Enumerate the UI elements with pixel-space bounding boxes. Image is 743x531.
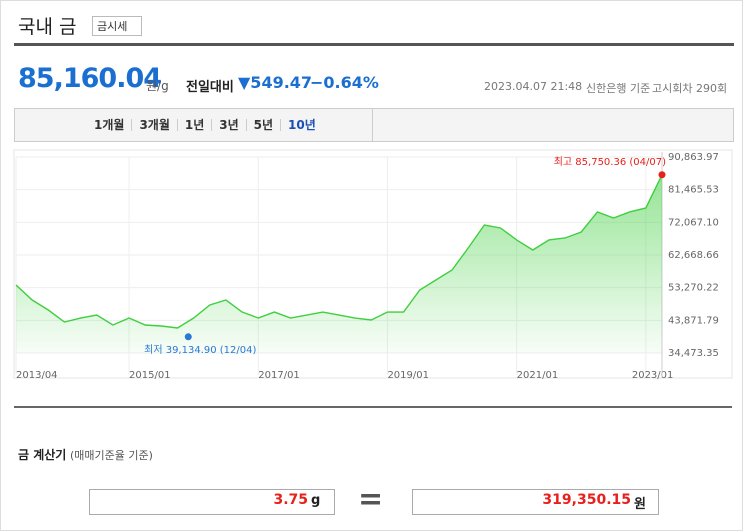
annotation-marker bbox=[184, 333, 192, 341]
y-tick-label: 53,270.22 bbox=[668, 283, 719, 294]
tab[interactable]: 10년 bbox=[288, 118, 316, 132]
y-tick-label: 90,863.97 bbox=[668, 152, 719, 163]
tab[interactable]: 3개월 bbox=[132, 119, 178, 131]
calc-note: (매매기준율 기준) bbox=[70, 449, 153, 462]
annotation-marker bbox=[658, 171, 666, 179]
tab[interactable]: 1개월 bbox=[87, 119, 133, 131]
annotation: 최저 39,134.90 (12/04) bbox=[144, 344, 256, 356]
source: 신한은행 기준 bbox=[586, 82, 651, 95]
y-tick-label: 43,871.79 bbox=[668, 315, 719, 326]
price-unit: 원/g bbox=[146, 79, 169, 93]
tag-button[interactable]: 금시세 bbox=[92, 16, 143, 36]
area bbox=[16, 174, 662, 353]
divider bbox=[14, 406, 732, 408]
round: 고시회차 290회 bbox=[652, 82, 728, 95]
change-pct: −0.64% bbox=[310, 73, 379, 92]
x-tick-label: 2013/04 bbox=[16, 370, 58, 381]
divider bbox=[14, 43, 734, 46]
y-tick-label: 72,067.10 bbox=[668, 217, 719, 228]
tab[interactable]: 5년 bbox=[247, 119, 282, 131]
page-title: 국내 금 bbox=[18, 16, 77, 38]
price: 85,160.04 bbox=[18, 63, 162, 94]
line bbox=[15, 174, 663, 329]
tab[interactable]: 3년 bbox=[212, 119, 247, 131]
x-tick-label: 2023/01 bbox=[632, 370, 674, 381]
plot-frame bbox=[13, 149, 733, 379]
divider bbox=[372, 109, 373, 141]
chart: 34,473.35 43,871.79 53,270.22 62,668.66 72,0… bbox=[13, 149, 733, 381]
amount: 3.75 bbox=[273, 492, 308, 508]
result-unit: 원 bbox=[634, 497, 646, 512]
x-tick-label: 2015/01 bbox=[129, 370, 171, 381]
x-tick-label: 2021/01 bbox=[517, 370, 559, 381]
change: ▼549.47 bbox=[238, 73, 313, 92]
date: 2023.04.07 21:48 bbox=[484, 80, 583, 93]
equals: = bbox=[358, 482, 384, 517]
amount-unit: g bbox=[311, 493, 321, 508]
compare-label: 전일대비 bbox=[186, 80, 234, 95]
annotation: 최고 85,750.36 (04/07) bbox=[554, 156, 666, 168]
y-tick-label: 34,473.35 bbox=[668, 348, 719, 359]
amount-input[interactable] bbox=[89, 489, 335, 515]
tab-bar: 1개월 3개월 1년 3년 5년 10년 bbox=[14, 108, 734, 142]
result: 319,350.15 bbox=[542, 492, 631, 508]
x-tick-label: 2017/01 bbox=[258, 370, 300, 381]
y-tick-label: 81,465.53 bbox=[668, 185, 719, 196]
x-tick-label: 2019/01 bbox=[387, 370, 429, 381]
calc-title: 금 계산기 bbox=[18, 448, 67, 462]
y-tick-label: 62,668.66 bbox=[668, 250, 719, 261]
result-box bbox=[412, 489, 659, 515]
tab[interactable]: 1년 bbox=[178, 119, 213, 131]
